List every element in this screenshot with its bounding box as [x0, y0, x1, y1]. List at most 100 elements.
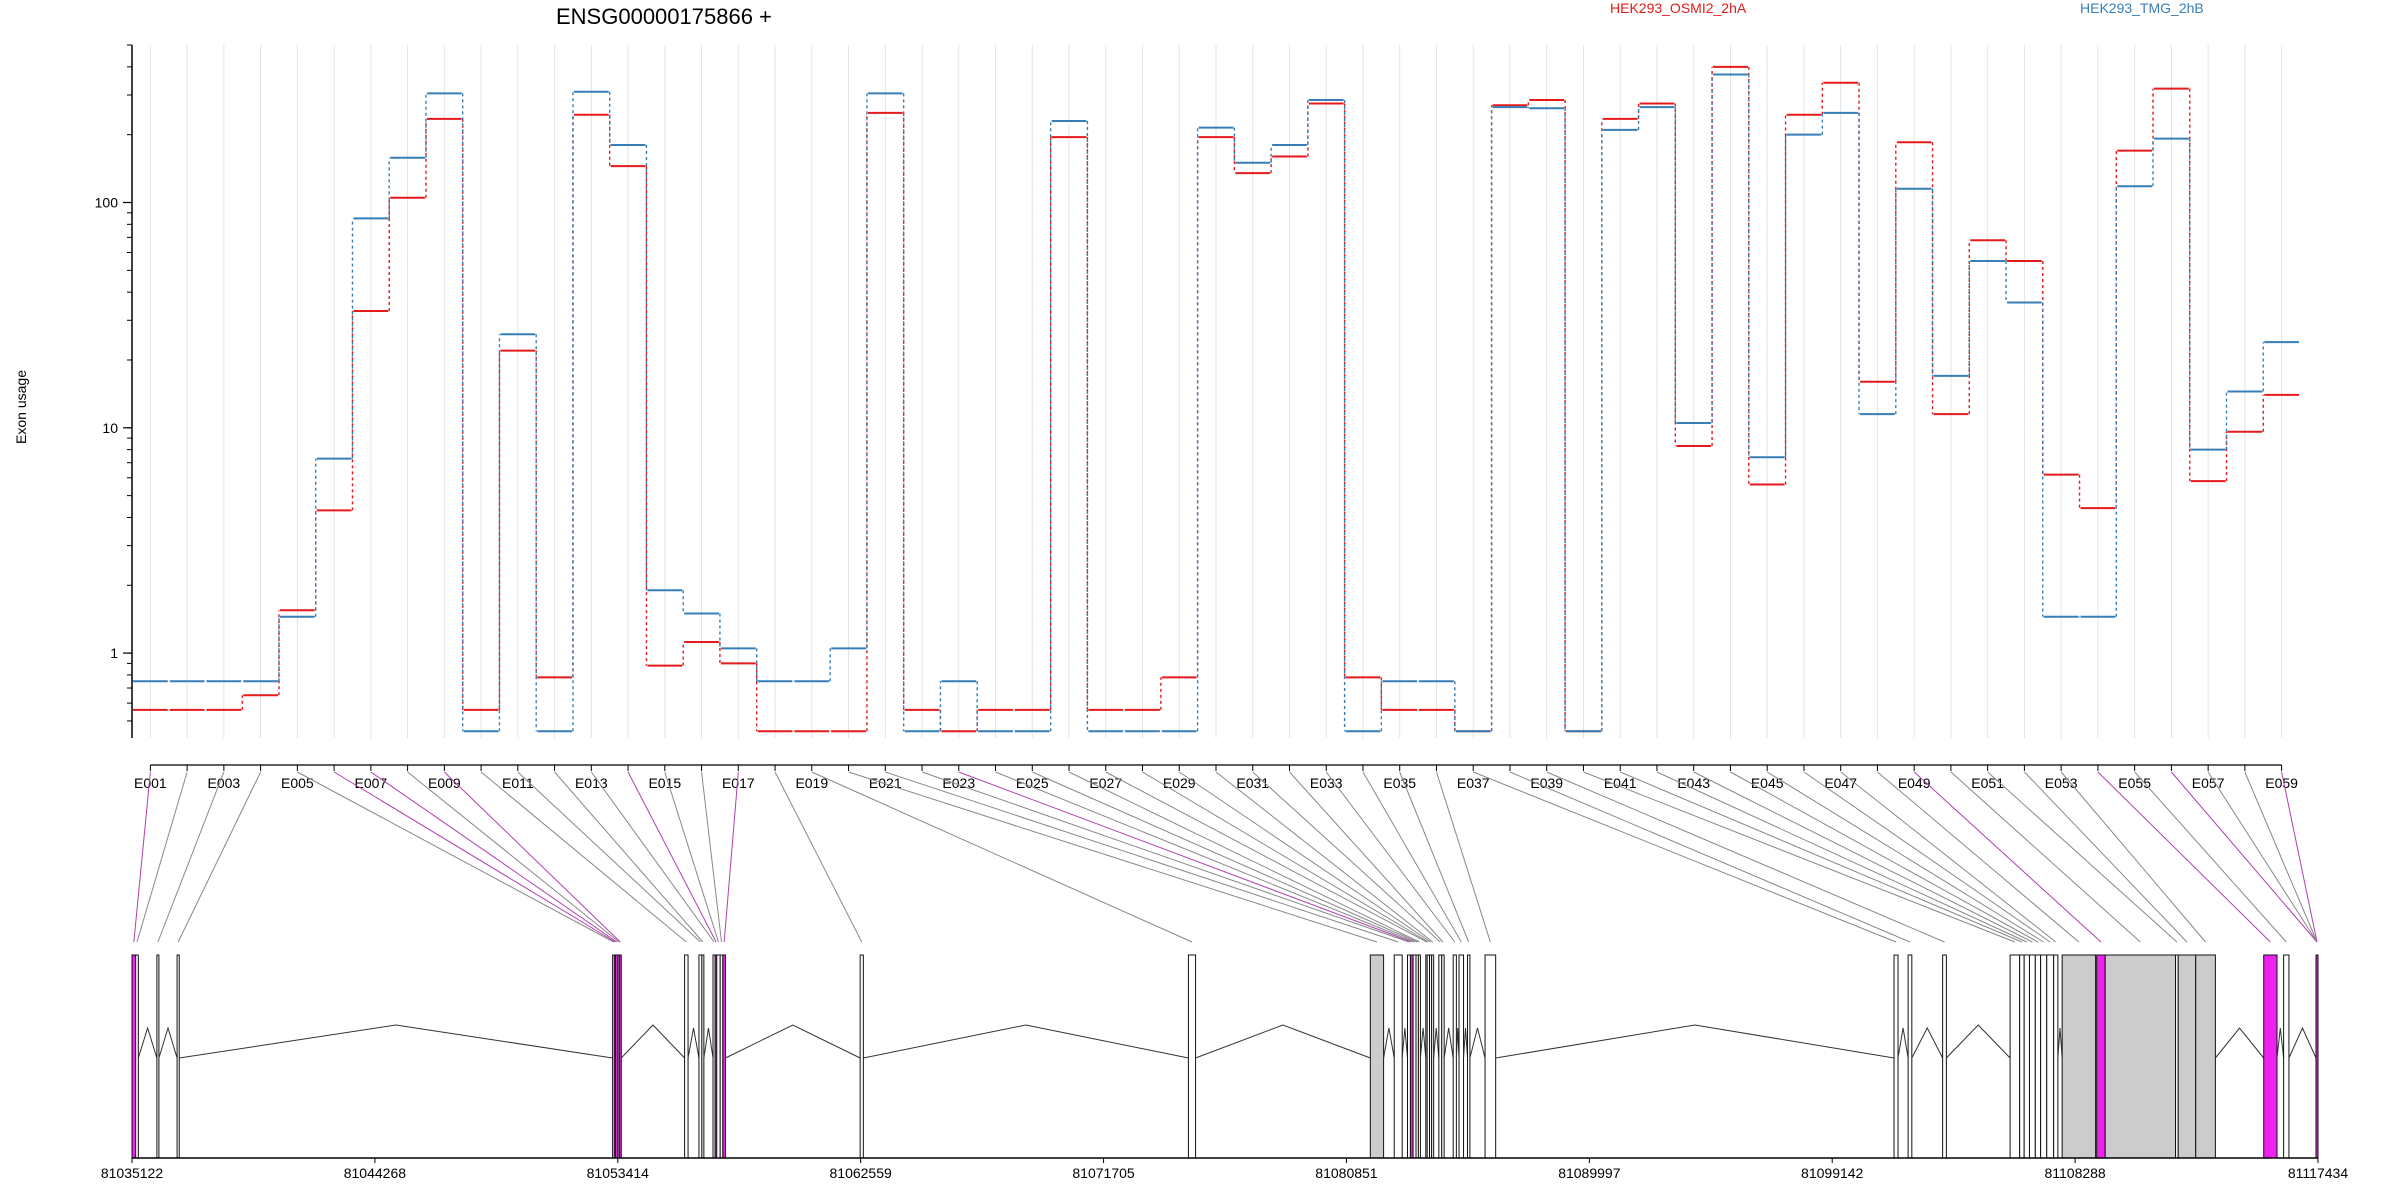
connector-E048	[1877, 771, 2080, 943]
connector-E034	[1362, 771, 1462, 943]
connector-E030	[1215, 771, 1433, 943]
intron-line	[2057, 1027, 2063, 1059]
intron-line	[620, 1024, 685, 1059]
intron-line	[1433, 1027, 1440, 1059]
genomic-tick-label: 81117434	[2288, 1165, 2348, 1181]
intron-line	[1383, 1027, 1395, 1059]
intron-line	[1463, 1027, 1469, 1059]
connector-E029	[1178, 771, 1431, 943]
exon-E036	[1484, 954, 1497, 1159]
x-tick-label: E023	[942, 775, 975, 791]
exon-E019	[1187, 954, 1197, 1159]
x-tick-label: E015	[648, 775, 681, 791]
connector-E004	[177, 771, 262, 943]
intron-line	[137, 1026, 158, 1059]
connector-E026	[1068, 771, 1420, 943]
chart-title: ENSG00000175866 +	[556, 4, 772, 29]
connector-E053	[2060, 771, 2206, 943]
connector-E021	[885, 771, 1399, 943]
connector-E005	[297, 771, 614, 943]
connector-E058	[2244, 771, 2318, 943]
exon-E052	[2177, 954, 2197, 1159]
exon-E047	[2053, 954, 2059, 1159]
intron-line	[179, 1024, 613, 1059]
connector-E016	[701, 771, 723, 943]
genomic-axis: 81035122 81044268 81053414 81062559 81071705…	[101, 1157, 2348, 1181]
connector-E032	[1289, 771, 1444, 943]
gene-model	[131, 954, 2319, 1159]
connector-E046	[1803, 771, 2051, 943]
exon-E046	[2046, 954, 2055, 1159]
intron-line	[1911, 1026, 1944, 1059]
connector-E051	[1987, 771, 2178, 943]
connector-E045	[1766, 771, 2044, 943]
x-tick-label: E017	[722, 775, 755, 791]
x-tick-label: E041	[1604, 775, 1637, 791]
connector-E054	[2097, 771, 2271, 943]
genomic-tick-label: 81089997	[1558, 1165, 1621, 1181]
x-tick-label: E039	[1530, 775, 1563, 791]
connector-E037	[1473, 771, 1897, 943]
exon-E033	[1452, 954, 1457, 1159]
connector-E027	[1105, 771, 1428, 943]
exon-E003	[156, 954, 160, 1159]
genomic-tick-label: 81053414	[587, 1165, 650, 1181]
genomic-tick-label: 81044268	[344, 1165, 407, 1181]
exon-E050	[2104, 954, 2177, 1159]
exon-E012	[701, 954, 705, 1159]
x-tick-label: E059	[2265, 775, 2298, 791]
connector-E047	[1840, 771, 2057, 943]
intron-line	[2276, 1027, 2285, 1059]
connector-E035	[1399, 771, 1470, 943]
exon-E054	[2263, 954, 2278, 1159]
x-tick-label: E027	[1089, 775, 1122, 791]
genomic-tick-label: 81099142	[1801, 1165, 1864, 1181]
exon-E040	[2009, 954, 2021, 1159]
intron-line	[1443, 1027, 1454, 1059]
connector-E056	[2171, 771, 2318, 943]
connector-E014	[627, 771, 717, 943]
genomic-tick-label: 81108288	[2044, 1165, 2105, 1181]
genomic-tick-label: 81062559	[830, 1165, 893, 1181]
exon-E053	[2195, 954, 2216, 1159]
exon-E059	[2315, 954, 2319, 1159]
exon-E034	[1458, 954, 1465, 1159]
x-tick-label: E055	[2118, 775, 2151, 791]
connector-E011	[517, 771, 701, 943]
exon-E002	[135, 954, 139, 1159]
intron-line	[725, 1024, 861, 1059]
x-tick-label: E053	[2045, 775, 2078, 791]
exon-E045	[2040, 954, 2048, 1159]
genomic-tick-label: 81035122	[101, 1165, 164, 1181]
exon-E039	[1942, 954, 1947, 1159]
x-tick-label: E029	[1163, 775, 1196, 791]
y-axis: 1 10 100	[95, 44, 133, 738]
connector-E019	[811, 771, 1193, 943]
genomic-tick-label: 81071705	[1072, 1165, 1135, 1181]
intron-line	[2214, 1027, 2265, 1059]
connector-E059	[2281, 771, 2318, 943]
connector-E022	[921, 771, 1410, 943]
intron-line	[703, 1027, 714, 1059]
connector-E031	[1252, 771, 1441, 943]
connector-E042	[1656, 771, 2028, 943]
connector-E008	[407, 771, 620, 943]
connector-E039	[1546, 771, 1945, 943]
genomic-tick-label: 81080851	[1315, 1165, 1378, 1181]
exon-E048	[2061, 954, 2097, 1159]
connector-E010	[480, 771, 687, 943]
intron-line	[1419, 1027, 1427, 1059]
intron-line	[687, 1027, 700, 1059]
connector-E006	[333, 771, 616, 943]
exon-E049	[2096, 954, 2106, 1159]
x-tick-label: E007	[354, 775, 387, 791]
connector-E002	[136, 771, 188, 943]
exon-E041	[2019, 954, 2025, 1159]
legend-entry-series-1: HEK293_OSMI2_2hA	[1610, 0, 1747, 16]
exon-E015	[716, 954, 721, 1159]
intron-line	[1469, 1027, 1486, 1059]
connector-E040	[1583, 771, 2016, 943]
x-tick-label: E057	[2192, 775, 2225, 791]
y-tick-label: 100	[95, 194, 119, 210]
